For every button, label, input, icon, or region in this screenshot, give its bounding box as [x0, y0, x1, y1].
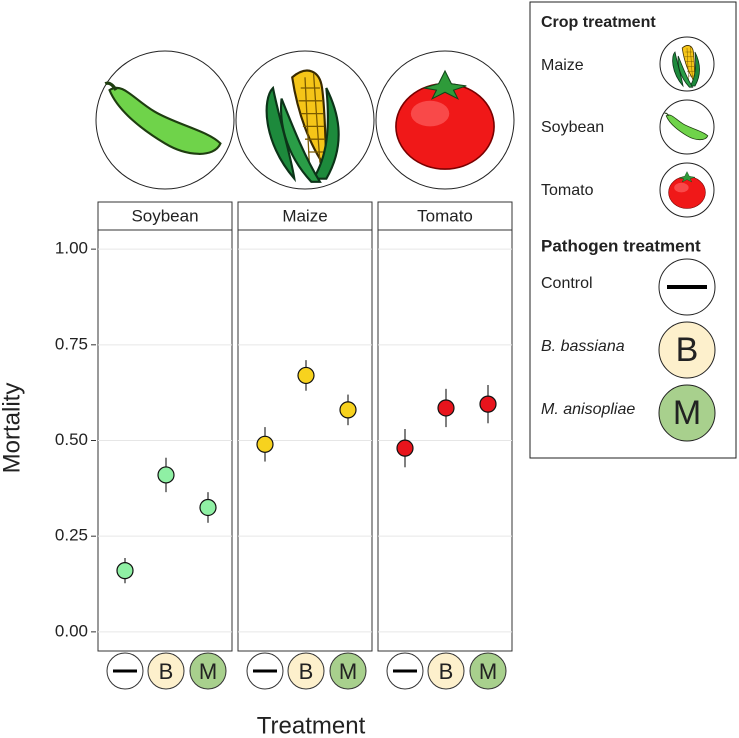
legend-label: Tomato	[541, 182, 594, 199]
point	[116, 562, 134, 580]
legend: Crop treatment Maize Soybean Tomato Path…	[529, 1, 737, 459]
legend-title: Pathogen treatment	[541, 236, 701, 255]
x-tick-label: B	[439, 659, 454, 684]
x-tick-label: M	[339, 659, 357, 684]
legend-label: Soybean	[541, 119, 604, 136]
point	[199, 498, 217, 517]
category-icon	[427, 652, 465, 690]
x-axis-label: Treatment	[257, 712, 366, 738]
category-icon	[287, 652, 325, 690]
point	[157, 466, 175, 484]
x-tick-label: B	[159, 659, 174, 684]
x-tick-label: M	[479, 659, 497, 684]
point	[437, 399, 455, 417]
y-tick-label: 0.75	[55, 334, 88, 353]
facet-label: Maize	[282, 206, 327, 225]
x-tick-label: B	[299, 659, 314, 684]
y-tick-label: 0.25	[55, 526, 88, 545]
legend-label: Maize	[541, 57, 584, 74]
facet-label: Tomato	[417, 206, 473, 225]
legend-label: M. anisopliae	[541, 401, 635, 418]
point	[256, 435, 274, 453]
category-icon	[329, 652, 367, 690]
legend-icon-frame	[658, 384, 716, 442]
category-icon	[147, 652, 185, 690]
facet-label: Soybean	[131, 206, 198, 225]
legend-icon-letter: B	[676, 331, 699, 369]
legend-title: Crop treatment	[541, 14, 656, 31]
y-tick-label: 1.00	[55, 239, 88, 258]
point	[339, 401, 357, 419]
y-tick-label: 0.00	[55, 621, 88, 640]
category-icon	[189, 652, 227, 690]
category-icon	[469, 652, 507, 690]
y-axis-label: Mortality	[0, 383, 25, 474]
point	[297, 366, 315, 385]
point	[479, 395, 497, 413]
y-tick-label: 0.50	[55, 430, 88, 449]
legend-icon-frame	[658, 321, 716, 379]
point	[396, 439, 414, 457]
legend-label: B. bassiana	[541, 338, 625, 355]
legend-icon-letter: M	[673, 394, 701, 432]
legend-label: Control	[541, 275, 593, 292]
x-tick-label: M	[199, 659, 217, 684]
strip	[97, 201, 233, 231]
